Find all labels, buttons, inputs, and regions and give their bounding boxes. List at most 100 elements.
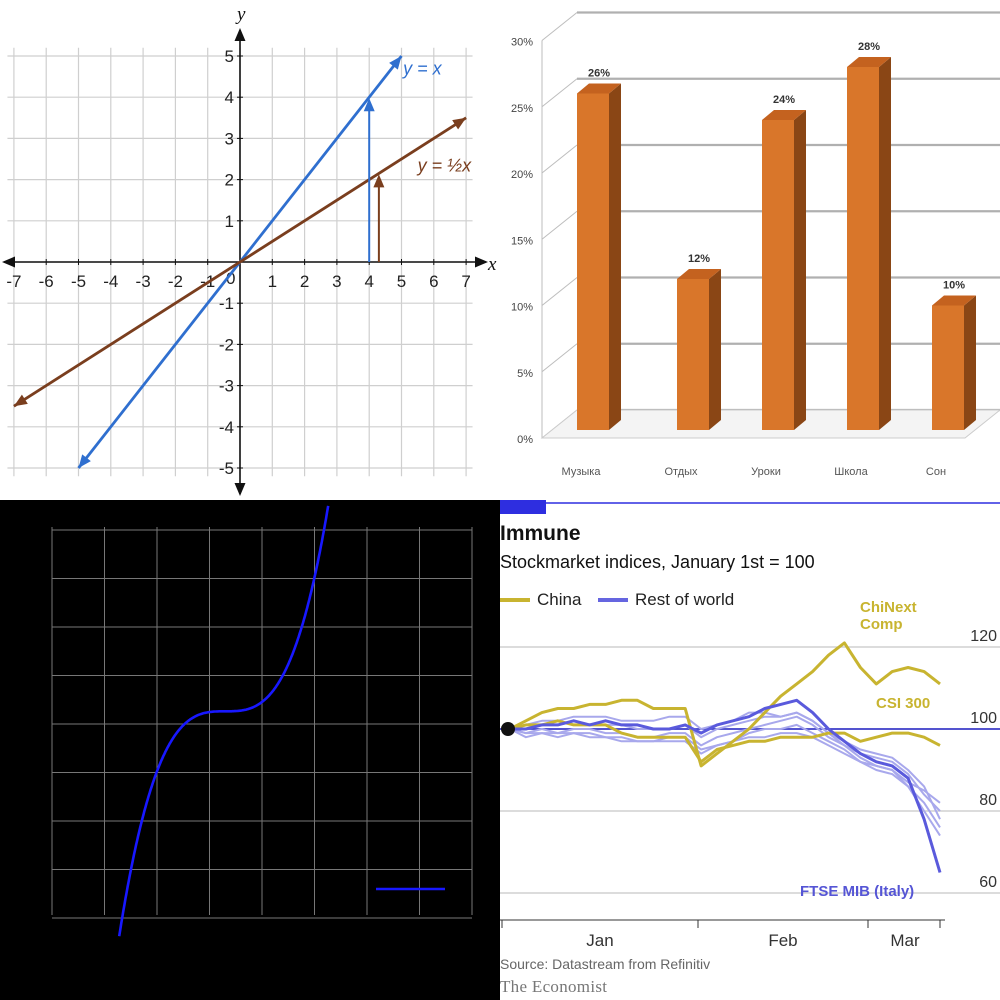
annotation-chinext: ChiNext xyxy=(860,599,917,616)
chart-subtitle: Stockmarket indices, January 1st = 100 xyxy=(500,552,815,572)
y-tick-label: 10% xyxy=(511,302,533,314)
x-tick-label: Отдых xyxy=(664,466,698,478)
y-axis-label: y xyxy=(235,4,246,25)
bar-1 xyxy=(577,83,621,430)
line-arrow-start xyxy=(13,394,28,407)
y-tick-label: 3 xyxy=(225,129,234,148)
legend-swatch-rest-of-world xyxy=(598,598,628,602)
bar-front xyxy=(847,67,879,430)
line-arrow-end xyxy=(389,56,402,70)
x-tick-label: -2 xyxy=(168,272,183,291)
y-axis-arrow-down xyxy=(234,483,246,496)
x-tick-label: Уроки xyxy=(751,466,781,478)
x-tick-label: -6 xyxy=(39,272,54,291)
data-label: 10% xyxy=(943,280,965,292)
series-line-rest-of-world-7 xyxy=(509,728,941,837)
grid-line-depth xyxy=(541,12,578,41)
grid-line-depth xyxy=(541,78,578,108)
x-axis-arrow-left xyxy=(2,256,15,268)
y-tick-label: 4 xyxy=(225,88,234,107)
y-tick-label: 100 xyxy=(970,710,997,727)
x-tick-label: -5 xyxy=(71,272,86,291)
x-tick-label: 1 xyxy=(268,272,277,291)
grid-line-depth xyxy=(541,277,578,306)
x-tick-label: Сон xyxy=(926,466,946,478)
y-tick-label: 120 xyxy=(970,628,997,645)
y-tick-label: -5 xyxy=(219,459,234,478)
series-line-rest-of-world-3 xyxy=(509,715,941,828)
chart-title: Immune xyxy=(500,522,581,545)
bar-side xyxy=(964,295,976,430)
bar-side xyxy=(709,269,721,430)
legend-swatch-china xyxy=(500,598,530,602)
annotation-comp: Comp xyxy=(860,616,903,633)
x-axis-label: x xyxy=(487,254,497,275)
x-tick-label: Музыка xyxy=(562,466,602,478)
vertical-arrow-head xyxy=(363,98,375,112)
bar-side xyxy=(609,83,621,430)
bar-top xyxy=(847,57,891,67)
series-label-y-equals-x: y = x xyxy=(401,59,443,79)
y-tick-label: 80 xyxy=(979,792,997,809)
y-tick-label: 60 xyxy=(979,874,997,891)
data-label: 24% xyxy=(773,94,795,106)
vertical-arrow-head xyxy=(373,174,385,188)
y-tick-label: -3 xyxy=(219,377,234,396)
x-axis-arrow-right xyxy=(475,256,488,268)
legend-item-china: China xyxy=(500,590,581,610)
x-tick-label: -4 xyxy=(103,272,118,291)
bar-4 xyxy=(847,57,891,430)
y-tick-label: 20% xyxy=(511,169,533,181)
x-tick-label: 3 xyxy=(332,272,341,291)
grid-line-depth xyxy=(541,144,578,174)
grid-line-depth xyxy=(541,343,578,373)
annotation-csi300: CSI 300 xyxy=(876,695,930,712)
bar-3 xyxy=(762,110,806,430)
bar-top xyxy=(577,83,621,94)
y-tick-label: 5% xyxy=(517,368,533,380)
x-tick-label: 5 xyxy=(397,272,406,291)
y-tick-label: 2 xyxy=(225,171,234,190)
line-arrow-start xyxy=(78,454,91,468)
x-tick-label: Mar xyxy=(890,931,920,950)
tick-label-origin: 0 xyxy=(226,269,235,288)
x-tick-label: 4 xyxy=(364,272,373,291)
bar-2 xyxy=(677,269,721,430)
x-tick-label: Jan xyxy=(586,931,613,950)
legend-label-china: China xyxy=(537,590,582,609)
y-tick-label: -4 xyxy=(219,418,234,437)
bar-chart-3d: 0% 5% 10% 15% 20% 25% 30% 26% Музыка 12% Отдых 24% У… xyxy=(500,0,1000,500)
bar-front xyxy=(932,305,964,430)
chart-source: Source: Datastream from Refinitiv xyxy=(500,956,711,972)
y-tick-label: 5 xyxy=(225,47,234,66)
x-tick-label: 6 xyxy=(429,272,438,291)
x-tick-label: Школа xyxy=(834,466,868,478)
header-accent-bar xyxy=(500,500,546,514)
data-label: 26% xyxy=(588,68,610,80)
legend-item-rest-of-world: Rest of world xyxy=(598,590,734,610)
bar-front xyxy=(577,93,609,430)
x-tick-label: Feb xyxy=(768,931,797,950)
x-tick-label: 2 xyxy=(300,272,309,291)
linear-functions-plot: xy-7-6-5-4-3-2-101234567-5-4-3-2-112345y… xyxy=(2,4,497,496)
bar-top xyxy=(932,295,976,306)
line-y-equals-half-x xyxy=(13,116,467,408)
y-axis-arrow-up xyxy=(234,28,246,41)
y-tick-label: 1 xyxy=(225,212,234,231)
base-point-marker xyxy=(501,722,515,736)
bar-side xyxy=(794,110,806,430)
y-tick-label: 25% xyxy=(511,103,533,115)
y-tick-label: 30% xyxy=(511,37,533,49)
y-tick-label: 0% xyxy=(517,434,533,446)
grid xyxy=(51,527,473,919)
y-tick-label: 15% xyxy=(511,235,533,247)
x-tick-label: -3 xyxy=(136,272,151,291)
data-label: 12% xyxy=(688,253,710,265)
x-tick-label: 7 xyxy=(461,272,470,291)
grid-line-depth xyxy=(541,210,578,240)
linear-functions-chart: xy-7-6-5-4-3-2-101234567-5-4-3-2-112345y… xyxy=(0,0,500,500)
line-arrow-end xyxy=(452,117,467,130)
bar-front xyxy=(762,120,794,430)
bar-5 xyxy=(932,295,976,430)
